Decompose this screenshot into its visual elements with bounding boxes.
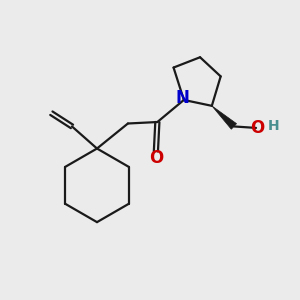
- Text: O: O: [149, 149, 163, 167]
- Text: H: H: [268, 119, 280, 134]
- Text: O: O: [250, 119, 265, 137]
- Text: N: N: [176, 89, 189, 107]
- Polygon shape: [212, 106, 236, 129]
